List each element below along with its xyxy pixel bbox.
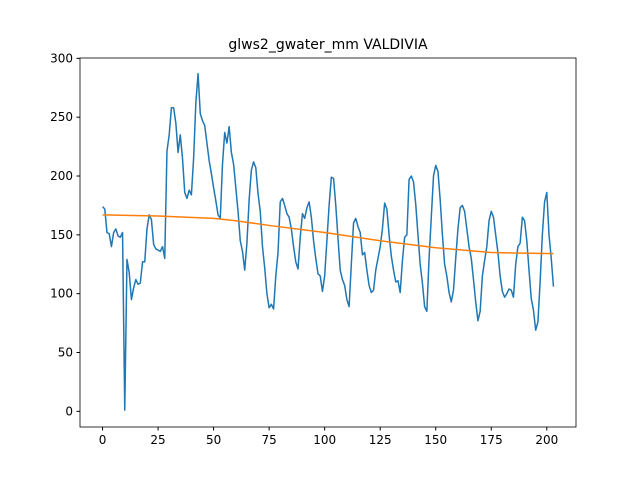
y-tick-label: 100 bbox=[50, 287, 73, 301]
y-tick-label: 0 bbox=[65, 404, 73, 418]
x-tick-label: 0 bbox=[99, 433, 107, 447]
chart-title: glws2_gwater_mm VALDIVIA bbox=[228, 37, 428, 53]
plot-frame bbox=[79, 57, 577, 428]
x-tick-label: 75 bbox=[261, 433, 276, 447]
y-tick-label: 150 bbox=[50, 228, 73, 242]
x-tick-label: 175 bbox=[480, 433, 503, 447]
data-line bbox=[102, 214, 554, 255]
x-tick-label: 25 bbox=[150, 433, 165, 447]
y-tick-label: 50 bbox=[58, 346, 73, 360]
data-line bbox=[101, 72, 555, 411]
x-tick-label: 125 bbox=[369, 433, 392, 447]
y-tick-label: 300 bbox=[50, 51, 73, 65]
x-tick-label: 50 bbox=[206, 433, 221, 447]
y-tick-label: 250 bbox=[50, 110, 73, 124]
x-tick-label: 100 bbox=[313, 433, 336, 447]
x-tick-label: 150 bbox=[424, 433, 447, 447]
x-tick-label: 200 bbox=[535, 433, 558, 447]
y-tick-label: 200 bbox=[50, 169, 73, 183]
